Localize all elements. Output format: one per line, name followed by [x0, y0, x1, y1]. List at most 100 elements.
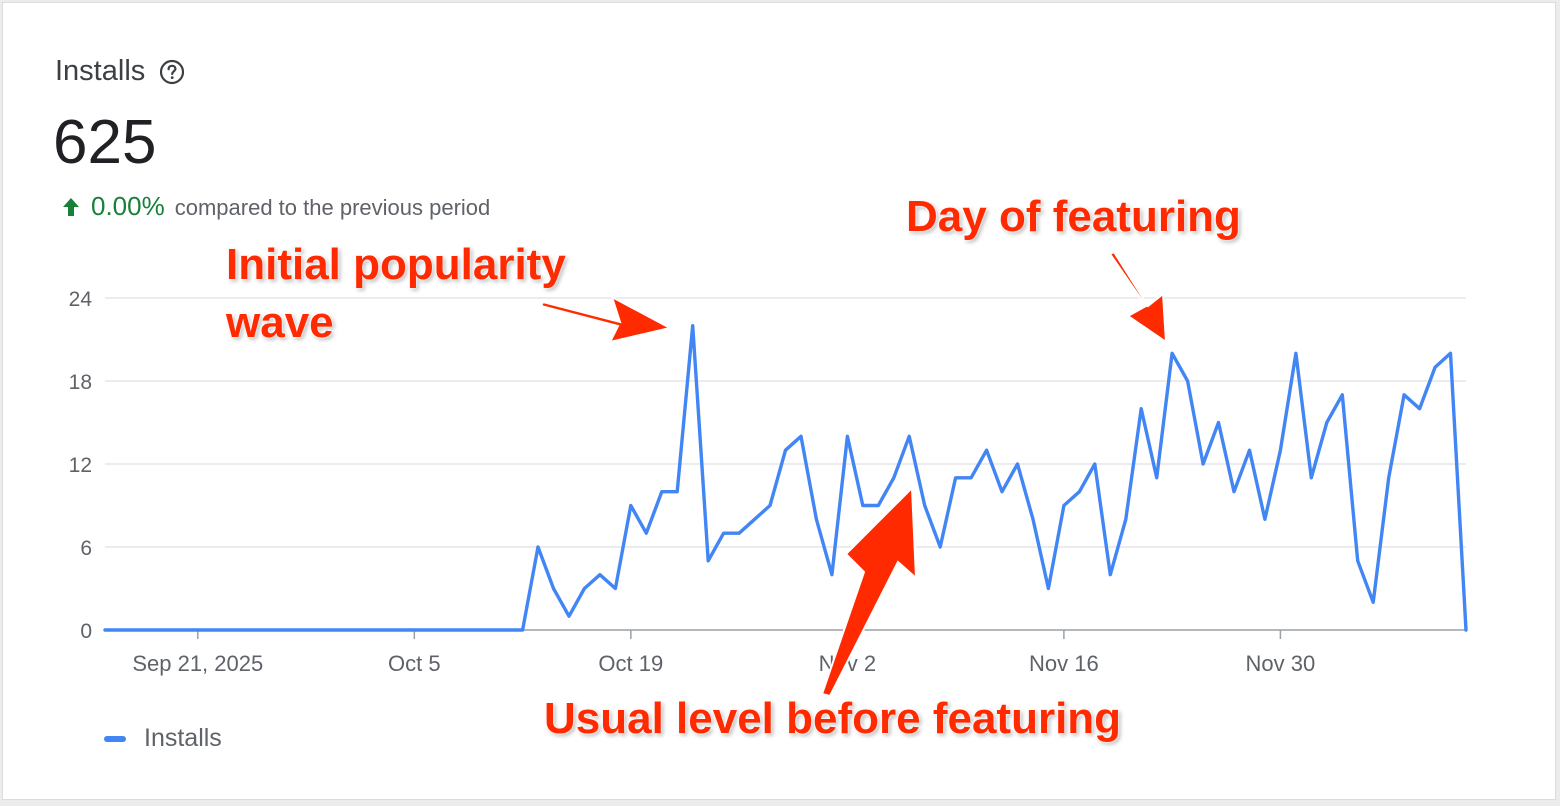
data-point[interactable]	[536, 545, 541, 550]
data-point[interactable]	[752, 517, 757, 522]
data-point[interactable]	[1031, 517, 1036, 522]
data-point[interactable]	[675, 489, 680, 494]
data-point[interactable]	[1340, 392, 1345, 397]
data-point[interactable]	[721, 531, 726, 536]
data-point[interactable]	[953, 475, 958, 480]
data-point[interactable]	[505, 628, 510, 633]
data-point[interactable]	[350, 628, 355, 633]
data-point[interactable]	[1154, 475, 1159, 480]
data-point[interactable]	[783, 448, 788, 453]
x-tick-label: Nov 16	[1029, 651, 1099, 676]
data-point[interactable]	[1061, 503, 1066, 508]
data-point[interactable]	[164, 628, 169, 633]
data-point[interactable]	[860, 503, 865, 508]
data-point[interactable]	[520, 628, 525, 633]
data-point[interactable]	[195, 628, 200, 633]
data-point[interactable]	[969, 475, 974, 480]
y-tick-label: 18	[69, 371, 92, 394]
data-point[interactable]	[1015, 462, 1020, 467]
data-point[interactable]	[1185, 379, 1190, 384]
data-point[interactable]	[613, 586, 618, 591]
data-point[interactable]	[659, 489, 664, 494]
annotation-arrow-usual-level	[820, 485, 918, 698]
data-point[interactable]	[567, 614, 572, 619]
data-point[interactable]	[1309, 475, 1314, 480]
data-point[interactable]	[288, 628, 293, 633]
data-point[interactable]	[907, 434, 912, 439]
annotation-day-of-featuring: Day of featuring	[906, 192, 1241, 241]
data-point[interactable]	[427, 628, 432, 633]
data-point[interactable]	[845, 434, 850, 439]
data-point[interactable]	[768, 503, 773, 508]
data-point[interactable]	[149, 628, 154, 633]
data-point[interactable]	[984, 448, 989, 453]
data-point[interactable]	[1324, 420, 1329, 425]
data-point[interactable]	[582, 586, 587, 591]
data-point[interactable]	[474, 628, 479, 633]
data-point[interactable]	[396, 628, 401, 633]
data-point[interactable]	[938, 545, 943, 550]
data-point[interactable]	[335, 628, 340, 633]
data-point[interactable]	[1448, 351, 1453, 356]
comparison-text: compared to the previous period	[174, 195, 491, 220]
data-point[interactable]	[628, 503, 633, 508]
data-point[interactable]	[1232, 489, 1237, 494]
data-point[interactable]	[1417, 406, 1422, 411]
data-point[interactable]	[1464, 628, 1469, 633]
data-point[interactable]	[1139, 406, 1144, 411]
data-point[interactable]	[1108, 572, 1113, 577]
data-point[interactable]	[273, 628, 278, 633]
data-point[interactable]	[891, 475, 896, 480]
data-point[interactable]	[1433, 365, 1438, 370]
data-point[interactable]	[829, 572, 834, 577]
data-point[interactable]	[799, 434, 804, 439]
help-circle-icon[interactable]	[159, 59, 185, 85]
data-point[interactable]	[737, 531, 742, 536]
data-point[interactable]	[876, 503, 881, 508]
x-tick-label: Sep 21, 2025	[132, 651, 263, 676]
data-point[interactable]	[365, 628, 370, 633]
data-point[interactable]	[922, 503, 927, 508]
data-point[interactable]	[1170, 351, 1175, 356]
data-point[interactable]	[458, 628, 463, 633]
data-point[interactable]	[1092, 462, 1097, 467]
annotation-initial-line-2: wave	[226, 298, 334, 347]
total-installs-value: 625	[53, 108, 157, 177]
data-point[interactable]	[1355, 558, 1360, 563]
data-point[interactable]	[1046, 586, 1051, 591]
data-point[interactable]	[1278, 448, 1283, 453]
data-point[interactable]	[1123, 517, 1128, 522]
data-point[interactable]	[706, 558, 711, 563]
data-point[interactable]	[1000, 489, 1005, 494]
data-point[interactable]	[242, 628, 247, 633]
data-point[interactable]	[1386, 475, 1391, 480]
data-point[interactable]	[814, 517, 819, 522]
data-point[interactable]	[551, 586, 556, 591]
data-point[interactable]	[1262, 517, 1267, 522]
data-point[interactable]	[381, 628, 386, 633]
data-point[interactable]	[211, 628, 216, 633]
data-point[interactable]	[597, 572, 602, 577]
data-point[interactable]	[103, 628, 108, 633]
data-point[interactable]	[226, 628, 231, 633]
data-point[interactable]	[1402, 392, 1407, 397]
data-point[interactable]	[1371, 600, 1376, 605]
data-point[interactable]	[690, 323, 695, 328]
data-point[interactable]	[304, 628, 309, 633]
data-point[interactable]	[118, 628, 123, 633]
data-point[interactable]	[1201, 462, 1206, 467]
data-point[interactable]	[180, 628, 185, 633]
data-point[interactable]	[1077, 489, 1082, 494]
data-point[interactable]	[1247, 448, 1252, 453]
data-point[interactable]	[133, 628, 138, 633]
data-point[interactable]	[1216, 420, 1221, 425]
data-point[interactable]	[257, 628, 262, 633]
data-point[interactable]	[489, 628, 494, 633]
data-point[interactable]	[412, 628, 417, 633]
data-point[interactable]	[1293, 351, 1298, 356]
annotation-initial-line-1: Initial popularity	[226, 240, 566, 289]
data-point[interactable]	[644, 531, 649, 536]
data-point[interactable]	[443, 628, 448, 633]
data-point[interactable]	[319, 628, 324, 633]
x-tick-label: Oct 19	[598, 651, 663, 676]
